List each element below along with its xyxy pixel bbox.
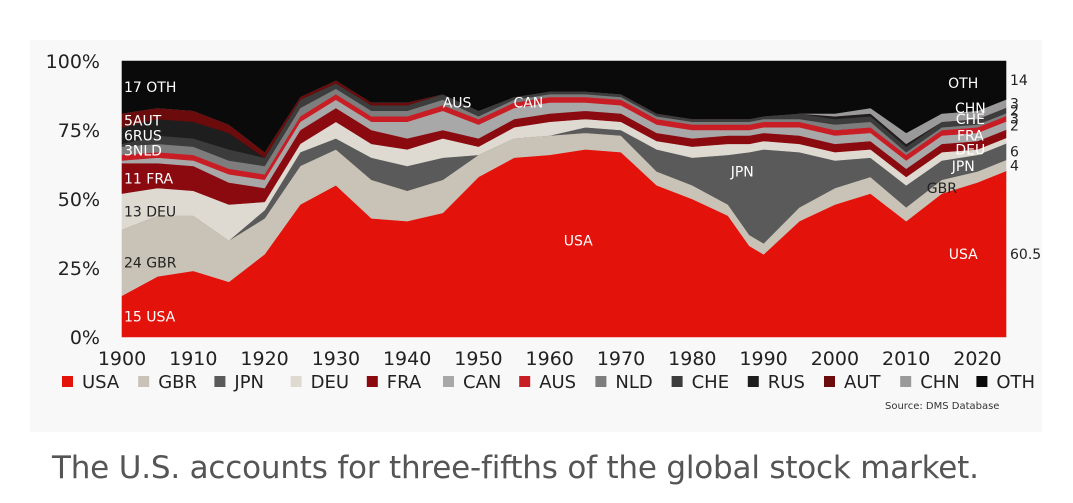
y-tick-label: 75%	[58, 120, 100, 142]
end-label-chn: 3	[1010, 97, 1019, 113]
x-tick-label: 2020	[953, 348, 1001, 370]
end-label-aus: 3	[1010, 112, 1019, 128]
x-tick-label: 1970	[597, 348, 645, 370]
legend-swatch	[747, 376, 759, 387]
legend-item-jpn: JPN	[214, 372, 264, 393]
area-label-oth: OTH	[948, 76, 978, 92]
legend-item-gbr: GBR	[138, 372, 197, 393]
legend-swatch	[290, 376, 302, 387]
y-tick-label: 0%	[70, 327, 100, 349]
start-label-gbr: 24 GBR	[124, 255, 177, 271]
legend-swatch	[214, 376, 226, 387]
x-tick-label: 1930	[312, 348, 360, 370]
end-label-jpn: 6	[1010, 145, 1019, 161]
source-note: Source: DMS Database	[885, 401, 1000, 412]
x-tick-label: 1950	[454, 348, 502, 370]
end-label-can: 2	[1010, 119, 1019, 135]
x-tick-label: 1910	[169, 348, 217, 370]
area-oth	[121, 60, 1007, 153]
end-label-usa: 60.5	[1010, 247, 1041, 263]
legend-item-che: CHE	[671, 372, 729, 393]
legend-item-aus: AUS	[519, 372, 576, 393]
area-label-usa: USA	[949, 247, 978, 263]
legend-swatch	[366, 376, 378, 387]
start-label-usa: 15 USA	[124, 309, 176, 325]
legend-item-deu: DEU	[290, 372, 349, 393]
legend-label: USA	[82, 372, 120, 393]
y-tick-label: 25%	[58, 258, 100, 280]
legend-item-chn: CHN	[900, 372, 960, 393]
area-label-chn: CHN	[955, 101, 986, 117]
y-tick-label: 100%	[46, 51, 100, 73]
x-tick-label: 1980	[668, 348, 716, 370]
legend-label: AUS	[539, 372, 576, 393]
legend-item-aut: AUT	[824, 372, 881, 393]
x-tick-label: 1960	[526, 348, 574, 370]
x-tick-label: 1990	[739, 348, 787, 370]
x-tick-label: 1940	[383, 348, 431, 370]
legend-label: NLD	[615, 372, 652, 393]
legend-label: JPN	[233, 372, 264, 393]
legend-swatch	[138, 376, 150, 387]
end-label-oth: 14	[1010, 73, 1028, 89]
area-label-jpn: JPN	[730, 164, 754, 180]
area-label-can: CAN	[513, 95, 543, 111]
legend-swatch	[62, 376, 73, 387]
legend-swatch	[595, 376, 607, 387]
area-label-jpn: JPN	[951, 159, 975, 175]
area-label-gbr: GBR	[927, 181, 957, 197]
legend: USA GBR JPN DEU FRA CAN AUS NLD CHE RUS AUT CHN OTH	[62, 372, 1035, 393]
start-label-nld: 3NLD	[124, 144, 162, 160]
legend-label: DEU	[311, 372, 349, 393]
legend-label: FRA	[387, 372, 422, 393]
start-label-deu: 13 DEU	[124, 204, 176, 220]
legend-label: CHE	[692, 372, 729, 393]
end-label-che: 2	[1010, 103, 1019, 119]
legend-label: GBR	[158, 372, 197, 393]
legend-label: RUS	[768, 372, 805, 393]
legend-swatch	[671, 376, 683, 387]
legend-swatch	[519, 376, 531, 387]
area-label-aus: AUS	[443, 95, 472, 111]
legend-label: CHN	[920, 372, 960, 393]
legend-item-fra: FRA	[366, 372, 422, 393]
area-label-che: CHE	[956, 112, 985, 128]
legend-item-usa: USA	[62, 372, 120, 393]
legend-item-can: CAN	[443, 372, 501, 393]
legend-item-nld: NLD	[595, 372, 653, 393]
legend-label: CAN	[463, 372, 501, 393]
area-label-deu: DEU	[955, 142, 985, 158]
legend-item-rus: RUS	[747, 372, 805, 393]
x-tick-label: 2000	[811, 348, 859, 370]
area-label-fra: FRA	[957, 129, 984, 145]
end-label-gbr: 4	[1010, 158, 1019, 174]
legend-label: AUT	[844, 372, 881, 393]
legend-swatch	[824, 376, 835, 387]
caption: The U.S. accounts for three-fifths of th…	[52, 450, 979, 486]
area-label-usa: USA	[564, 233, 593, 249]
x-tick-label: 1900	[98, 348, 146, 370]
legend-swatch	[443, 376, 454, 387]
x-axis: 1900 1910 1920 1930 1940 1950 1960 1970 1980 1990…	[98, 348, 1002, 370]
legend-label: OTH	[996, 372, 1035, 393]
legend-swatch	[900, 376, 912, 387]
series-areas	[121, 60, 1007, 338]
start-label-oth: 17 OTH	[124, 80, 176, 96]
start-label-aut: 5AUT	[124, 113, 162, 129]
y-tick-label: 50%	[58, 189, 100, 211]
legend-swatch	[976, 376, 988, 387]
legend-item-oth: OTH	[976, 372, 1035, 393]
start-label-fra: 11 FRA	[124, 171, 173, 187]
y-axis: 0% 25% 50% 75% 100%	[46, 51, 100, 349]
x-tick-label: 1920	[240, 348, 288, 370]
start-label-rus: 6RUS	[124, 129, 162, 145]
x-tick-label: 2010	[882, 348, 930, 370]
